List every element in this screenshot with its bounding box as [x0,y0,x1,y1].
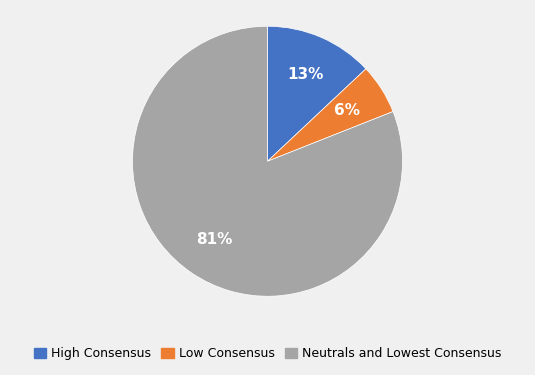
Text: 13%: 13% [287,67,323,82]
Wedge shape [133,26,402,296]
Wedge shape [268,26,366,161]
Text: 6%: 6% [334,103,360,118]
Text: 81%: 81% [196,232,233,247]
Wedge shape [268,69,393,161]
Legend: High Consensus, Low Consensus, Neutrals and Lowest Consensus: High Consensus, Low Consensus, Neutrals … [29,342,506,365]
